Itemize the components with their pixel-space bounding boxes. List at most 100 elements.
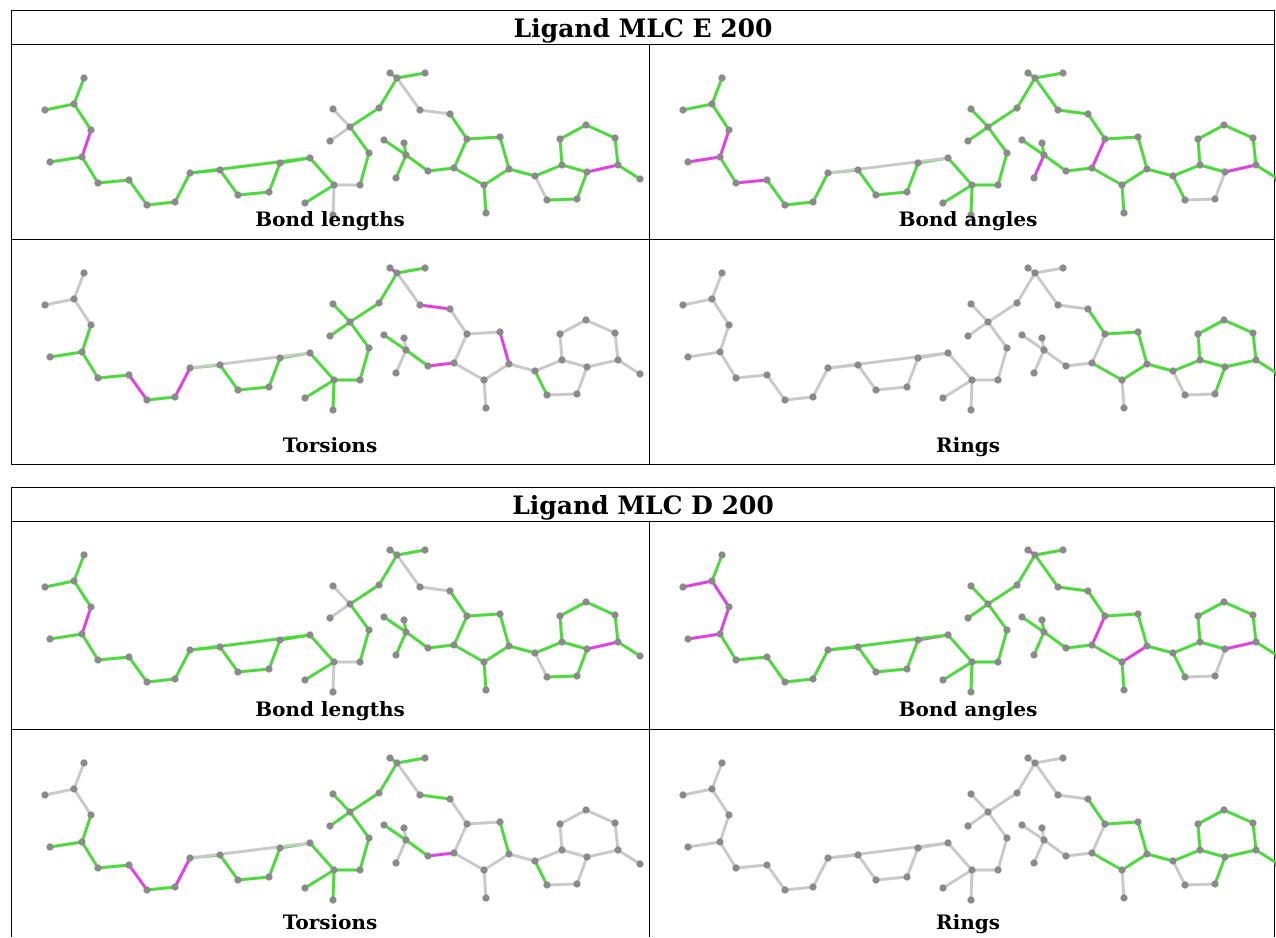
bond (482, 378, 488, 410)
molecule-diagram (41, 754, 644, 904)
bond (575, 365, 589, 396)
bond (1090, 137, 1107, 170)
atom (346, 318, 354, 326)
bond (545, 674, 579, 679)
atom (365, 149, 373, 157)
atom (505, 360, 513, 368)
bond (382, 333, 408, 352)
bond (358, 151, 371, 187)
bond (1198, 848, 1227, 859)
bond (986, 320, 1009, 350)
bond (765, 655, 787, 684)
bond (482, 644, 511, 664)
bond (1254, 163, 1276, 180)
bond (1171, 358, 1202, 373)
atom (234, 191, 242, 199)
atom (684, 843, 692, 851)
molecule-diagram (41, 264, 644, 414)
atom (684, 158, 692, 166)
atom (446, 110, 454, 118)
bond (1033, 271, 1060, 307)
bond (533, 651, 549, 679)
atom (1169, 367, 1177, 375)
bond (395, 553, 422, 589)
bond (507, 362, 537, 373)
bond (986, 602, 1009, 632)
atom (1031, 269, 1039, 277)
atom (725, 321, 733, 329)
panel-caption: Bond lengths (255, 207, 405, 231)
bond (874, 667, 909, 674)
bond (96, 863, 131, 870)
atom (400, 824, 408, 832)
atom (582, 121, 590, 129)
atom (583, 645, 591, 653)
atom (809, 675, 817, 683)
atom (346, 600, 354, 608)
atom (1143, 642, 1151, 650)
bond (43, 787, 76, 797)
atom (824, 364, 832, 372)
atom (125, 653, 133, 661)
atom (914, 844, 922, 852)
atom (329, 896, 337, 904)
atom (1194, 330, 1202, 338)
atom (964, 614, 972, 622)
atom (171, 675, 179, 683)
atom (781, 396, 789, 404)
bond (584, 600, 617, 617)
atom (143, 678, 151, 686)
bond (765, 178, 787, 207)
bond (218, 363, 240, 392)
bond (533, 640, 564, 655)
atom (854, 851, 862, 859)
atom (1211, 390, 1219, 398)
atom (330, 376, 338, 384)
atom (903, 873, 911, 881)
bond (1251, 821, 1258, 852)
panel-caption: Bond lengths (255, 697, 405, 721)
atom (1194, 135, 1202, 143)
atom (346, 808, 354, 816)
atom (1196, 356, 1204, 364)
bond (348, 125, 371, 155)
bond (1032, 348, 1046, 375)
atom (1221, 363, 1229, 371)
bond (348, 301, 381, 324)
atom (1031, 759, 1039, 767)
atom (781, 886, 789, 894)
atom (1134, 133, 1142, 141)
atom (234, 386, 242, 394)
bond (986, 125, 1009, 155)
atom (1249, 329, 1257, 337)
atom (732, 656, 740, 664)
atom (984, 600, 992, 608)
atom (1054, 791, 1062, 799)
atom (80, 74, 88, 82)
atom (1220, 316, 1228, 324)
bond (584, 123, 617, 140)
atom (636, 652, 644, 660)
molecule-diagram (679, 754, 1276, 904)
bond (1090, 851, 1124, 872)
bond (395, 548, 427, 557)
atom (400, 334, 408, 342)
atom (968, 866, 976, 874)
atom (393, 74, 401, 82)
bond (1056, 793, 1090, 801)
atom (301, 676, 309, 684)
bond (575, 170, 589, 201)
bond (1032, 153, 1046, 180)
bond (465, 330, 502, 336)
panel-caption: Torsions (282, 910, 378, 934)
atom (375, 299, 383, 307)
bond (941, 868, 974, 890)
bond (328, 810, 352, 828)
atom (1003, 344, 1011, 352)
bond (533, 859, 549, 887)
atom (732, 179, 740, 187)
atom (1181, 673, 1189, 681)
bond (1056, 303, 1090, 311)
atom (1003, 834, 1011, 842)
atom (1120, 404, 1128, 412)
